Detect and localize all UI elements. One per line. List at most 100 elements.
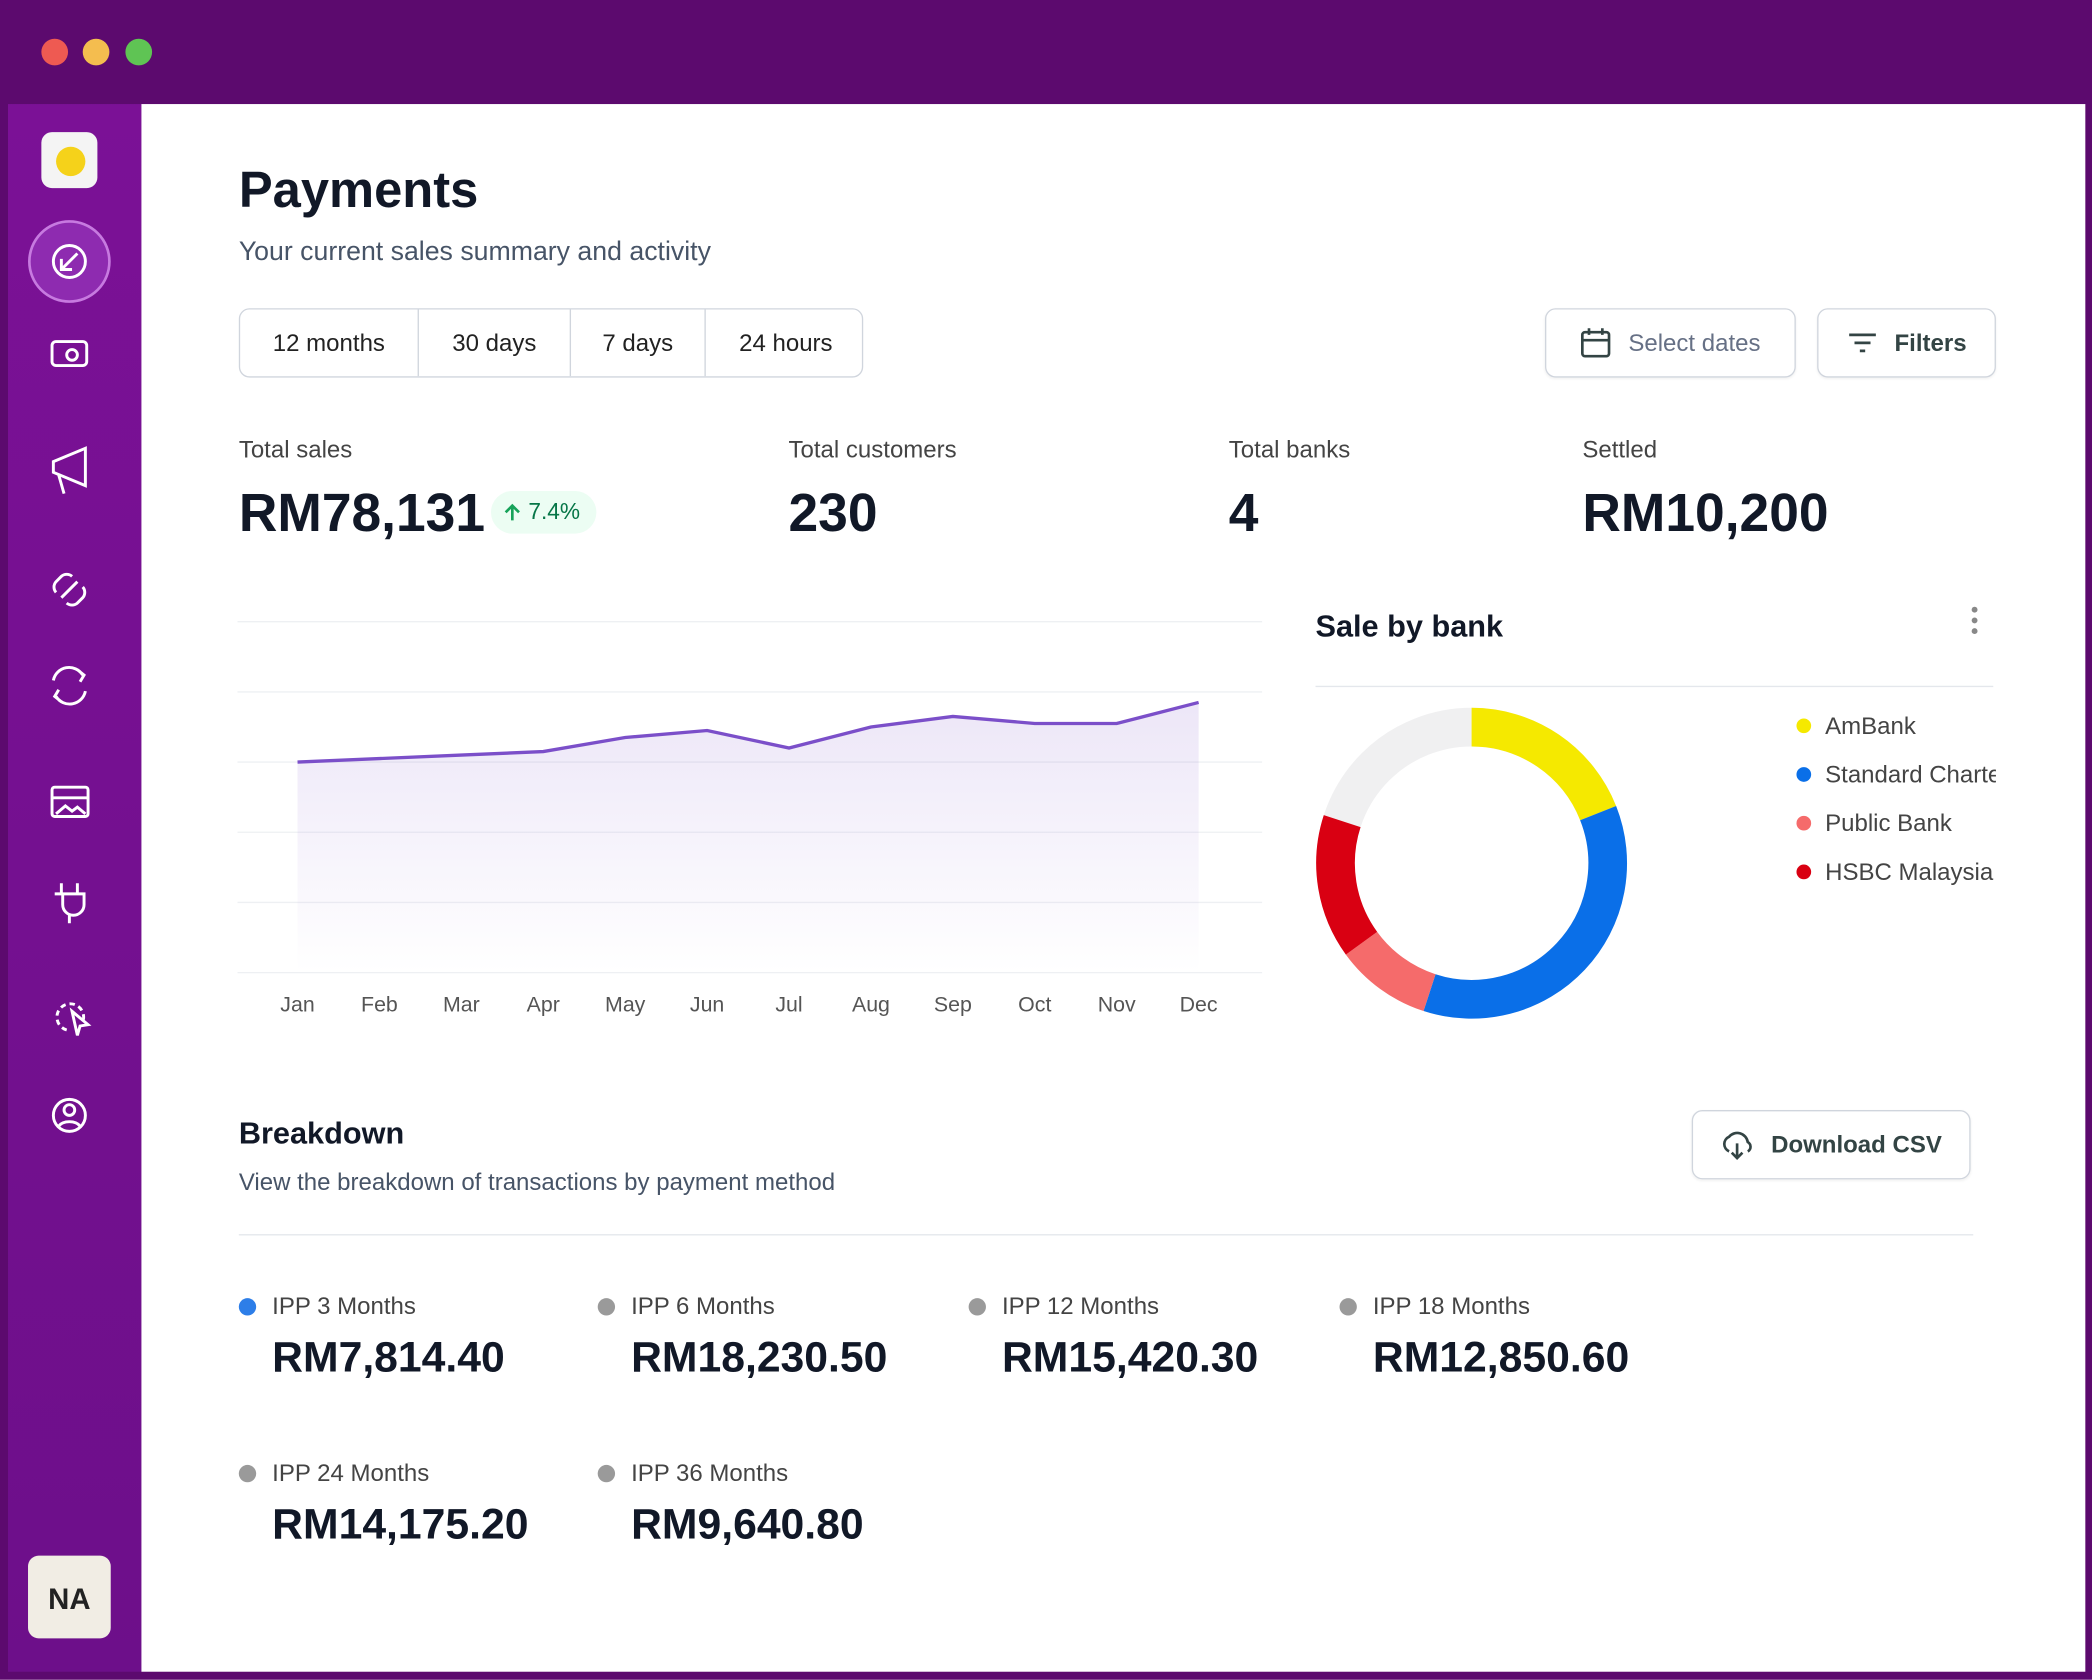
method-dot	[238, 1298, 257, 1316]
x-tick-label: Mar	[443, 992, 480, 1016]
button-label: Select dates	[1628, 328, 1761, 356]
download-csv-button[interactable]: Download CSV	[1691, 1110, 1971, 1180]
method-dot	[597, 1298, 616, 1316]
divider	[238, 1234, 1974, 1236]
method-value: RM7,814.40	[272, 1332, 505, 1381]
nav-icon	[57, 1120, 82, 1128]
nav-icon[interactable]	[54, 883, 86, 924]
legend-dot	[1796, 718, 1812, 734]
window-controls	[41, 38, 153, 66]
stat-label: Settled	[1582, 436, 1658, 463]
method-label: IPP 12 Months	[1001, 1292, 1160, 1320]
filter-icon	[1849, 333, 1876, 353]
legend-label: Standard Chartered	[1825, 761, 1996, 788]
range-tabs: 12 months 30 days 7 days 24 hours	[238, 308, 864, 378]
stat-value: 230	[788, 484, 878, 544]
up-arrow-icon	[504, 503, 520, 521]
minimize-button[interactable]	[82, 38, 110, 66]
donut-segment	[1423, 806, 1627, 1019]
method-label: IPP 18 Months	[1372, 1292, 1530, 1320]
avatar[interactable]	[28, 1555, 111, 1639]
sales-line	[297, 700, 1200, 764]
method-label: IPP 6 Months	[631, 1292, 775, 1320]
donut-segment	[1316, 815, 1378, 955]
main-content: Payments Your current sales summary and …	[141, 104, 2086, 1672]
page-title: Payments	[238, 162, 479, 219]
nav-icon	[51, 244, 87, 279]
x-tick-label: Dec	[1180, 992, 1218, 1016]
stat-label: Total banks	[1228, 436, 1351, 463]
more-menu[interactable]	[1967, 603, 1983, 640]
stat-value: RM78,131	[238, 484, 486, 544]
nav-icon[interactable]	[50, 785, 90, 818]
method-value: RM12,850.60	[1372, 1332, 1630, 1381]
range-tab[interactable]: 12 months	[240, 309, 419, 377]
sidebar: NA	[8, 104, 142, 1672]
nav-icon[interactable]	[55, 1002, 86, 1032]
filters-button[interactable]: Filters	[1817, 308, 1996, 378]
area-fill	[297, 702, 1199, 973]
nav-icon[interactable]	[50, 340, 89, 368]
sidebar-icons: NA	[28, 132, 111, 1639]
x-tick-label: Nov	[1098, 992, 1136, 1016]
method-dot	[1339, 1298, 1357, 1316]
button-label: Download CSV	[1771, 1130, 1942, 1158]
x-tick-label: Jan	[280, 992, 314, 1016]
x-tick-label: Jun	[690, 992, 724, 1016]
legend-label: AmBank	[1825, 713, 1917, 740]
donut-segment	[1471, 707, 1617, 821]
bank-donut: AmBank Standard Chartered Public Bank HSBC …	[1316, 707, 1996, 1019]
x-tick-label: May	[605, 992, 646, 1016]
method-value: RM15,420.30	[1001, 1332, 1259, 1381]
x-tick-label: Aug	[852, 992, 890, 1016]
page-subtitle: Your current sales summary and activity	[238, 237, 711, 267]
method-dot	[238, 1464, 257, 1483]
nav-icon[interactable]	[52, 572, 87, 607]
legend-dot	[1796, 767, 1812, 782]
x-tick-label: Jul	[775, 992, 802, 1016]
divider	[1315, 685, 1994, 688]
stat-label: Total sales	[238, 436, 353, 463]
method-label: IPP 24 Months	[272, 1459, 430, 1487]
nav-icon[interactable]	[51, 446, 87, 495]
stat-label: Total customers	[788, 436, 957, 463]
button-label: Filters	[1894, 328, 1967, 356]
chart-title: Sale by bank	[1315, 608, 1504, 644]
nav-icon	[52, 796, 89, 815]
nav-icon[interactable]	[51, 666, 87, 706]
range-tab[interactable]: 30 days	[419, 309, 572, 377]
nav-icon	[59, 252, 79, 271]
x-tick-label: Feb	[361, 992, 398, 1016]
range-tab[interactable]: 24 hours	[739, 329, 833, 357]
method-value: RM9,640.80	[631, 1499, 864, 1548]
legend-label: Public Bank	[1825, 810, 1953, 837]
x-tick-label: Oct	[1018, 992, 1051, 1016]
close-button[interactable]	[41, 38, 69, 66]
legend-label: HSBC Malaysia	[1825, 859, 1994, 886]
nav-icon	[69, 1007, 92, 1036]
select-dates-button[interactable]: Select dates	[1544, 308, 1796, 378]
maximize-button[interactable]	[125, 38, 153, 66]
donut-segment	[1345, 931, 1437, 1012]
nav-icon	[62, 1103, 77, 1117]
change-badge: 7.4%	[490, 490, 597, 534]
sales-chart: Jan Feb Mar Apr May Jun Jul Aug Sep Oct Nov Dec	[237, 621, 1263, 1016]
legend-dot	[1796, 815, 1812, 831]
section-subtitle: View the breakdown of transactions by pa…	[238, 1168, 836, 1196]
calendar-icon	[1581, 328, 1611, 358]
stat-value: 4	[1228, 484, 1259, 544]
change-value: 7.4%	[528, 498, 581, 525]
method-label: IPP 3 Months	[272, 1292, 416, 1320]
avatar-initials: NA	[48, 1583, 90, 1616]
nav-icon	[65, 348, 79, 362]
method-dot	[597, 1464, 616, 1483]
range-tab[interactable]: 7 days	[571, 309, 706, 377]
method-value: RM18,230.50	[631, 1332, 888, 1381]
download-icon	[1723, 1131, 1753, 1160]
nav-icon[interactable]	[51, 1097, 87, 1133]
method-label: IPP 36 Months	[631, 1459, 789, 1487]
logo-lemon	[56, 146, 86, 177]
method-value: RM14,175.20	[272, 1499, 529, 1548]
